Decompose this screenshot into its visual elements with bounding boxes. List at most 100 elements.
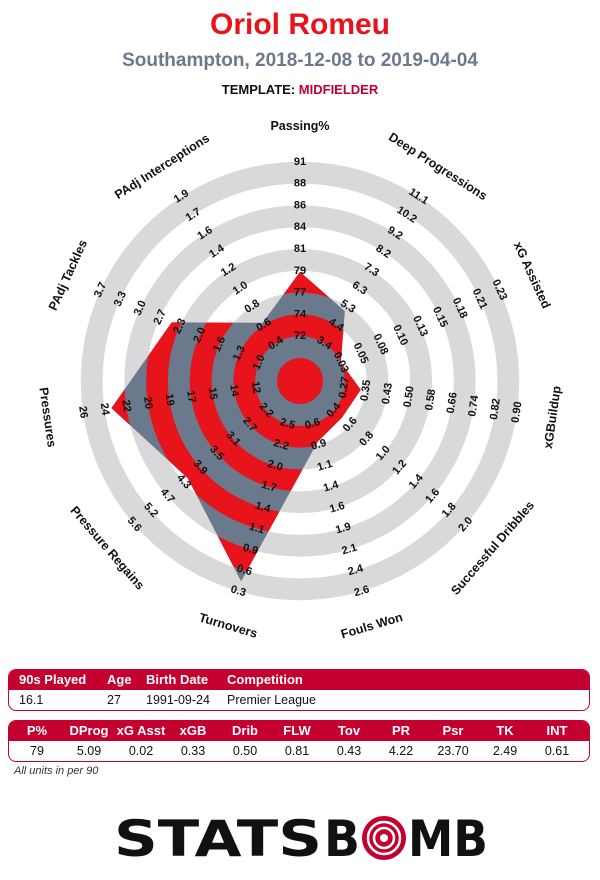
template-line: TEMPLATE: MIDFIELDER <box>0 82 600 97</box>
target-logo-icon <box>362 816 406 860</box>
radar-chart: 727477798184868891Passing%3.44.45.36.37.… <box>36 119 564 641</box>
tick-label: 0.90 <box>510 401 525 424</box>
bio-value-birth-date: 1991-09-24 <box>146 693 210 707</box>
bio-value-competition: Premier League <box>227 693 316 707</box>
tick-label: 1.6 <box>328 500 346 516</box>
tick-label: 20 <box>141 396 155 410</box>
tick-label: 84 <box>294 221 307 233</box>
tick-label: 12 <box>249 380 263 394</box>
tick-label: 19 <box>162 393 176 407</box>
tick-label: 0.66 <box>445 391 460 414</box>
player-name: Oriol Romeu <box>209 8 390 41</box>
team-date-range: Southampton, 2018-12-08 to 2019-04-04 <box>122 50 478 71</box>
stats-header: xG Asst <box>116 723 166 738</box>
tick-label: 1.6 <box>211 335 228 354</box>
radar-polygon <box>111 271 361 582</box>
tick-label: 24 <box>98 402 112 417</box>
stats-header: INT <box>546 723 568 738</box>
stats-header: xGB <box>179 723 207 738</box>
stats-value: 5.09 <box>76 744 102 758</box>
stats-value: 0.33 <box>180 744 206 758</box>
tick-label: 2.1 <box>340 542 358 558</box>
svg-text:MB: MB <box>408 810 488 864</box>
tick-label: 2.2 <box>272 437 290 453</box>
tick-label: 0.82 <box>488 398 503 421</box>
tick-label: 1.1 <box>248 521 266 537</box>
stats-value: 4.22 <box>388 744 414 758</box>
tick-label: 0.9 <box>310 437 328 453</box>
tick-label: 2.7 <box>151 308 168 327</box>
tick-label: 79 <box>294 265 306 277</box>
tick-label: 14 <box>227 384 241 399</box>
svg-text:STATS: STATS <box>114 810 322 864</box>
bio-value-row: 16.1 27 1991-09-24 Premier League <box>9 690 589 710</box>
tick-label: 2.5 <box>278 416 296 432</box>
tick-label: 0.27 <box>337 376 352 399</box>
bio-header-birth-date: Birth Date <box>146 672 209 687</box>
tick-label: 0.3 <box>229 583 247 599</box>
tick-label: 2.0 <box>191 326 208 345</box>
bio-value-age: 27 <box>107 693 121 707</box>
tick-label: 2.6 <box>353 583 371 599</box>
tick-label: 3.0 <box>132 299 149 318</box>
tick-label: 2.3 <box>171 317 188 336</box>
units-footnote: All units in per 90 <box>14 765 99 777</box>
tick-label: 0.6 <box>304 416 322 432</box>
stats-header: Drib <box>232 723 258 738</box>
tick-label: 2.4 <box>347 562 366 578</box>
stats-header: PR <box>391 723 411 738</box>
stats-value: 0.43 <box>336 744 362 758</box>
stats-header: DProg <box>69 723 109 738</box>
axis-label: PAdj Tackles <box>46 238 90 313</box>
bio-table: 90s Played Age Birth Date Competition 16… <box>8 669 590 711</box>
tick-label: 91 <box>294 156 306 168</box>
tick-label: 0.50 <box>402 385 417 408</box>
stats-header: TK <box>496 723 514 738</box>
tick-label: 77 <box>294 287 306 299</box>
ring-band-grey <box>80 161 520 601</box>
stats-header: Psr <box>442 723 464 738</box>
statsbomb-logo: STATS B MB <box>114 810 488 864</box>
tick-label: 72 <box>294 330 306 342</box>
template-value: MIDFIELDER <box>298 82 379 97</box>
stats-value: 0.02 <box>128 744 154 758</box>
stats-header: Tov <box>337 723 361 738</box>
tick-label: 1.7 <box>260 479 278 495</box>
tick-label: 86 <box>294 199 306 211</box>
stats-header-row: P% DProg xG Asst xGB Drib FLW Tov PR Psr… <box>9 721 589 741</box>
tick-label: 0.74 <box>466 394 481 418</box>
tick-label: 0.58 <box>423 388 438 411</box>
stats-table: P% DProg xG Asst xGB Drib FLW Tov PR Psr… <box>8 720 590 762</box>
stats-header: P% <box>26 723 48 738</box>
tick-label: 88 <box>294 178 306 190</box>
tick-label: 1.0 <box>251 353 268 372</box>
tick-label: 3.7 <box>92 280 109 299</box>
tick-label: 15 <box>206 387 220 401</box>
stats-value: 79 <box>30 744 44 758</box>
tick-label: 1.9 <box>334 521 352 537</box>
bio-header-90s: 90s Played <box>19 672 87 687</box>
tick-label: 1.1 <box>316 458 334 474</box>
tick-label: 3.3 <box>112 290 129 309</box>
tick-label: 0.43 <box>380 382 395 405</box>
stats-header: FLW <box>283 723 311 738</box>
tick-label: 74 <box>294 308 307 320</box>
tick-label: 2.0 <box>266 458 284 474</box>
stats-value: 0.50 <box>232 744 258 758</box>
svg-text:B: B <box>324 810 360 864</box>
stats-value: 23.70 <box>437 744 469 758</box>
bio-value-90s: 16.1 <box>19 693 44 707</box>
tick-label: 0.35 <box>358 379 373 402</box>
tick-label: 26 <box>76 405 90 419</box>
axis-label: Passing% <box>270 119 329 133</box>
tick-label: 1.4 <box>322 479 341 495</box>
bio-header-age: Age <box>107 672 132 687</box>
center-disc <box>277 358 323 404</box>
bio-header-competition: Competition <box>227 672 303 687</box>
tick-label: 0.6 <box>235 562 253 578</box>
tick-label: 0.9 <box>241 542 259 558</box>
axis-label: Turnovers <box>197 610 259 640</box>
tick-label: 81 <box>294 243 306 255</box>
axis-label: xG Assisted <box>511 240 554 311</box>
tick-label: 17 <box>184 390 198 404</box>
